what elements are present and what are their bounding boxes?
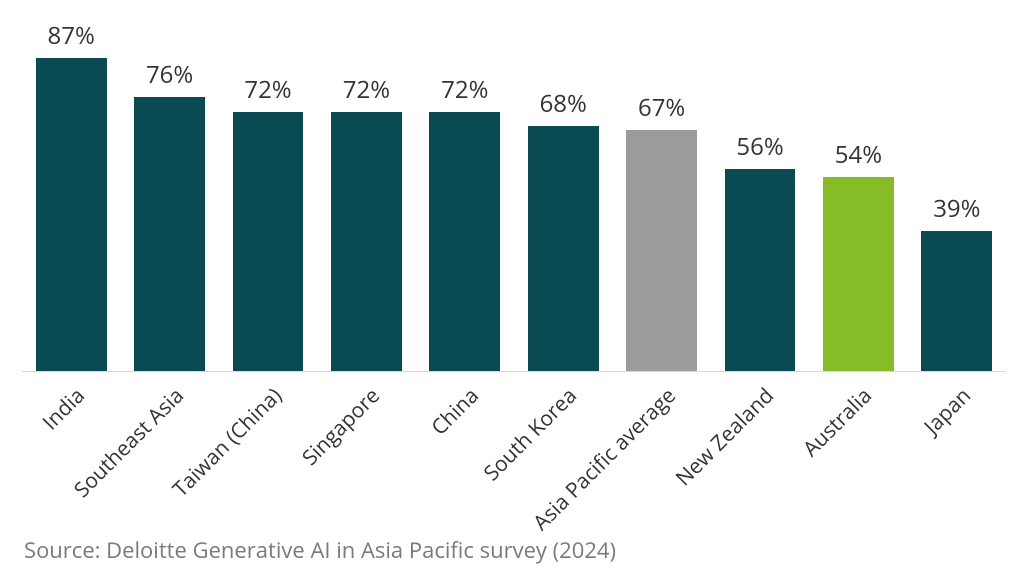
bar-value-label: 56% (736, 130, 783, 163)
bar-value-label: 67% (638, 91, 685, 124)
plot-area: 87% 76% 72% 72% 72% 68% 67% 56% 54% 39% (22, 12, 1006, 372)
bar-slot: 39% (908, 12, 1006, 371)
bar-value-label: 76% (146, 58, 193, 91)
bar-value-label: 72% (343, 73, 390, 106)
bar-rect (626, 130, 697, 371)
bar-slot: 54% (809, 12, 907, 371)
bar-rect (823, 177, 894, 371)
bar-value-label: 68% (540, 87, 587, 120)
bar-value-label: 54% (835, 138, 882, 171)
bar-slot: 68% (514, 12, 612, 371)
bar-rect (528, 126, 599, 371)
x-label-slot: Japan (908, 376, 1006, 536)
bar-slot: 87% (22, 12, 120, 371)
x-label-slot: Singapore (317, 376, 415, 536)
bar-rect (134, 97, 205, 371)
bar-value-label: 72% (441, 73, 488, 106)
bar-rect (429, 112, 500, 371)
bar-value-label: 72% (244, 73, 291, 106)
x-axis-label: Australia (798, 382, 879, 463)
x-axis-label: India (37, 382, 91, 436)
bar-rect (233, 112, 304, 371)
x-label-slot: Australia (809, 376, 907, 536)
x-axis-label: China (425, 382, 484, 441)
bar-rect (36, 58, 107, 371)
bar-slot: 76% (120, 12, 218, 371)
chart-container: 87% 76% 72% 72% 72% 68% 67% 56% 54% 39% IndiaSout… (0, 0, 1024, 583)
bar-slot: 56% (711, 12, 809, 371)
bar-rect (921, 231, 992, 371)
bar-slot: 72% (317, 12, 415, 371)
x-label-slot: New Zealand (711, 376, 809, 536)
bar-slot: 67% (612, 12, 710, 371)
bar-rect (725, 169, 796, 371)
x-axis-label: Japan (918, 382, 976, 440)
x-axis-labels: IndiaSoutheast AsiaTaiwan (China)Singapo… (22, 376, 1006, 536)
bar-slot: 72% (416, 12, 514, 371)
bar-rect (331, 112, 402, 371)
bars-group: 87% 76% 72% 72% 72% 68% 67% 56% 54% 39% (22, 12, 1006, 371)
bar-slot: 72% (219, 12, 317, 371)
source-caption: Source: Deloitte Generative AI in Asia P… (24, 535, 616, 565)
bar-value-label: 87% (48, 19, 95, 52)
bar-value-label: 39% (933, 192, 980, 225)
